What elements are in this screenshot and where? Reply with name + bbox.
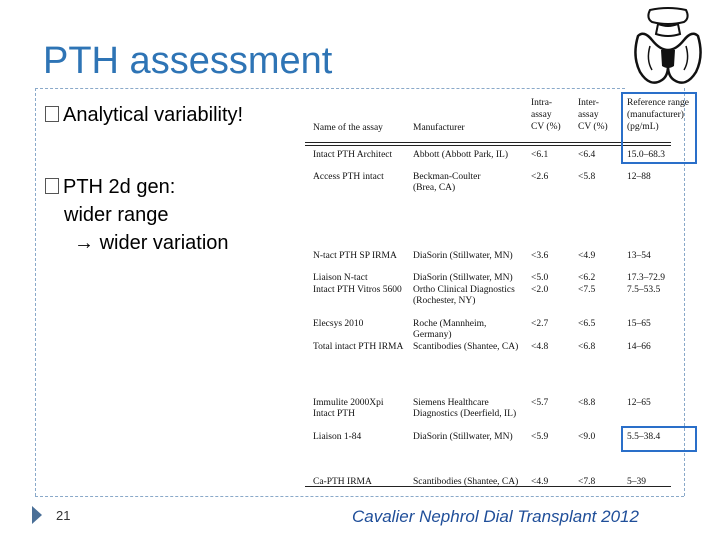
header-inter-2: assay <box>578 110 599 120</box>
slide-title: PTH assessment <box>43 40 333 82</box>
cell-intra: <2.0 <box>531 285 549 295</box>
cell-ref: 13–54 <box>627 251 651 261</box>
header-intra-2: assay <box>531 110 552 120</box>
right-border <box>684 88 685 496</box>
header-intra-1: Intra- <box>531 98 553 108</box>
cell-manufacturer: Ortho Clinical Diagnostics <box>413 285 515 295</box>
cell-assay: Intact PTH Architect <box>313 150 393 160</box>
citation: Cavalier Nephrol Dial Transplant 2012 <box>352 507 639 526</box>
cell-assay: Total intact PTH IRMA <box>313 342 404 352</box>
cell-inter: <9.0 <box>578 432 596 442</box>
header-ref-3: (pg/mL) <box>627 122 659 132</box>
cell-intra: <5.9 <box>531 432 549 442</box>
bullet-box-icon <box>45 178 59 194</box>
cell-intra: <2.6 <box>531 172 549 182</box>
header-rule-2 <box>305 145 671 146</box>
table-bottom-rule <box>305 486 671 487</box>
cell-intra: <5.0 <box>531 273 549 283</box>
cell-ref: 17.3–72.9 <box>627 273 665 283</box>
header-manufacturer: Manufacturer <box>413 123 465 133</box>
cell-manufacturer: Scantibodies (Shantee, CA) <box>413 342 519 352</box>
cell-manufacturer: DiaSorin (Stillwater, MN) <box>413 251 513 261</box>
header-ref-2: (manufacturer) <box>627 110 684 120</box>
cell-inter: <7.5 <box>578 285 596 295</box>
cell-manufacturer: DiaSorin (Stillwater, MN) <box>413 432 513 442</box>
cell-inter: <6.8 <box>578 342 596 352</box>
header-intra-3: CV (%) <box>531 122 561 132</box>
cell-manufacturer: (Brea, CA) <box>413 183 456 193</box>
cell-manufacturer: Beckman-Coulter <box>413 172 481 182</box>
cell-assay: Intact PTH Vitros 5600 <box>313 285 402 295</box>
cell-ref: 12–88 <box>627 172 651 182</box>
cell-ref: 7.5–53.5 <box>627 285 661 295</box>
cell-intra: <5.7 <box>531 398 549 408</box>
header-rule <box>305 142 671 143</box>
cell-ref: 5.5–38.4 <box>627 432 661 442</box>
bottom-border <box>35 496 684 497</box>
cell-inter: <6.5 <box>578 319 596 329</box>
cell-assay: Ca-PTH IRMA <box>313 477 372 487</box>
cell-assay: Elecsys 2010 <box>313 319 364 329</box>
bullet-analytical: Analytical variability! <box>45 102 243 128</box>
bullet-pth: PTH 2d gen: <box>45 174 175 200</box>
header-ref-1: Reference range <box>627 98 689 108</box>
cell-assay: Liaison 1-84 <box>313 432 362 442</box>
ref-range-highlight-bottom <box>621 426 697 452</box>
cell-inter: <8.8 <box>578 398 596 408</box>
cell-manufacturer: Germany) <box>413 330 452 340</box>
cell-manufacturer: Abbott (Abbott Park, IL) <box>413 150 508 160</box>
cell-assay: N-tact PTH SP IRMA <box>313 251 397 261</box>
cell-assay: Immulite 2000Xpi <box>313 398 384 408</box>
cell-intra: <4.8 <box>531 342 549 352</box>
sub-line-wider-range: wider range <box>64 204 169 226</box>
cell-assay: Liaison N-tact <box>313 273 368 283</box>
cell-inter: <5.8 <box>578 172 596 182</box>
assay-table: Name of the assay Manufacturer Intra- as… <box>305 88 697 492</box>
cell-manufacturer: DiaSorin (Stillwater, MN) <box>413 273 513 283</box>
header-inter-1: Inter- <box>578 98 599 108</box>
header-inter-3: CV (%) <box>578 122 608 132</box>
header-assay: Name of the assay <box>313 123 383 133</box>
cell-assay: Access PTH intact <box>313 172 384 182</box>
left-border <box>35 88 36 496</box>
cell-intra: <3.6 <box>531 251 549 261</box>
sub-line-wider-variation: → wider variation <box>74 232 229 254</box>
arrow-right-icon: → <box>74 232 94 254</box>
cell-inter: <6.4 <box>578 150 596 160</box>
cell-inter: <7.8 <box>578 477 596 487</box>
cell-ref: 5–39 <box>627 477 646 487</box>
cell-ref: 15.0–68.3 <box>627 150 665 160</box>
page-number: 21 <box>56 508 71 523</box>
cell-manufacturer: (Rochester, NY) <box>413 296 476 306</box>
cell-inter: <4.9 <box>578 251 596 261</box>
cell-inter: <6.2 <box>578 273 596 283</box>
page-marker-icon <box>32 506 42 524</box>
cell-intra: <4.9 <box>531 477 549 487</box>
ref-range-highlight-top <box>621 92 697 164</box>
cell-intra: <6.1 <box>531 150 549 160</box>
cell-ref: 14–66 <box>627 342 651 352</box>
cell-assay: Intact PTH <box>313 409 355 419</box>
cell-manufacturer: Scantibodies (Shantee, CA) <box>413 477 519 487</box>
title-divider <box>35 88 625 89</box>
thyroid-icon <box>634 7 702 84</box>
cell-intra: <2.7 <box>531 319 549 329</box>
cell-manufacturer: Roche (Mannheim, <box>413 319 487 329</box>
bullet-box-icon <box>45 106 59 122</box>
cell-manufacturer: Diagnostics (Deerfield, IL) <box>413 409 517 419</box>
cell-manufacturer: Siemens Healthcare <box>413 398 489 408</box>
cell-ref: 12–65 <box>627 398 651 408</box>
cell-ref: 15–65 <box>627 319 651 329</box>
